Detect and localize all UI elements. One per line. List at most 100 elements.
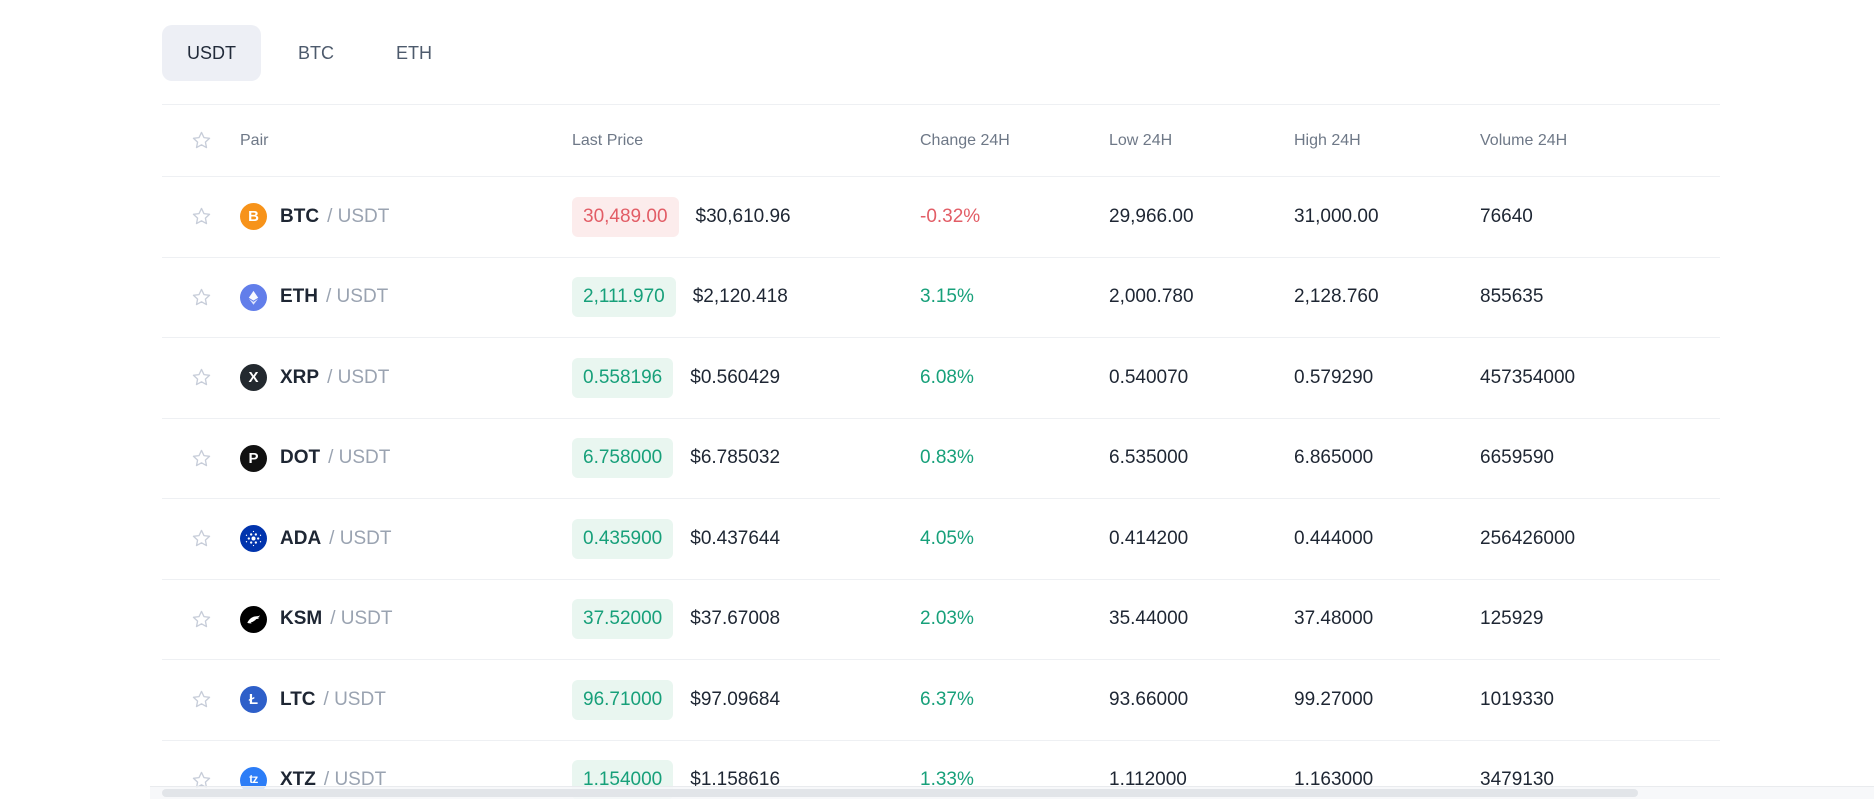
- row-dot-usdt[interactable]: P DOT / USDT 6.758000 $6.785032 0.83% 6.…: [162, 419, 1720, 499]
- favorites-column-header: [162, 129, 240, 152]
- low-24h-cell: 6.535000: [1109, 447, 1189, 469]
- pair-cell: ADA / USDT: [240, 525, 572, 553]
- dot-icon: P: [240, 444, 267, 472]
- last-price-cell: 30,489.00 $30,610.96: [572, 196, 920, 237]
- column-header-high-24h: High 24H: [1294, 131, 1361, 149]
- last-price-badge: 96.71000: [572, 679, 674, 720]
- last-price-cell: 0.558196 $0.560429: [572, 357, 920, 398]
- high-24h-cell: 31,000.00: [1294, 205, 1379, 227]
- pair-cell: B BTC / USDT: [240, 203, 572, 231]
- market-pairs-table: Pair Last Price Change 24H Low 24H High …: [162, 104, 1720, 799]
- low-24h-cell: 0.414200: [1109, 527, 1189, 549]
- ada-icon: [240, 525, 267, 553]
- base-symbol: BTC: [280, 205, 320, 227]
- star-icon: [192, 449, 210, 467]
- last-price-badge: 2,111.970: [572, 277, 676, 318]
- table-header-row: Pair Last Price Change 24H Low 24H High …: [162, 105, 1720, 177]
- base-symbol: ADA: [280, 527, 322, 549]
- quote-symbol: / USDT: [326, 286, 389, 308]
- last-price-cell: 0.435900 $0.437644: [572, 518, 920, 559]
- favorite-star-button[interactable]: [186, 201, 217, 232]
- row-eth-usdt[interactable]: ETH / USDT 2,111.970 $2,120.418 3.15% 2,…: [162, 258, 1720, 338]
- high-24h-cell: 6.865000: [1294, 447, 1374, 469]
- row-xtz-usdt[interactable]: tz XTZ / USDT 1.154000 $1.158616 1.33% 1…: [162, 741, 1720, 799]
- base-symbol: XTZ: [280, 769, 316, 791]
- pair-cell: ETH / USDT: [240, 283, 572, 311]
- usd-price: $30,610.96: [695, 205, 791, 227]
- change-24h-cell: 6.37%: [920, 688, 974, 710]
- favorite-cell: [162, 201, 240, 232]
- horizontal-scrollbar-thumb[interactable]: [162, 789, 1638, 797]
- markets-panel: USDT BTC ETH Pair Last Price Change 24H Lo…: [162, 0, 1720, 799]
- favorite-cell: [162, 523, 240, 554]
- tab-btc[interactable]: BTC: [273, 25, 359, 81]
- star-icon: [192, 691, 210, 708]
- usd-price: $2,120.418: [692, 286, 788, 308]
- star-icon: [192, 288, 210, 306]
- quote-symbol: / USDT: [328, 447, 391, 469]
- change-24h-cell: 2.03%: [920, 608, 974, 630]
- quote-symbol: / USDT: [323, 769, 387, 791]
- table-body: B BTC / USDT 30,489.00 $30,610.96 -0.32%…: [162, 177, 1720, 799]
- star-icon: [192, 369, 210, 386]
- favorite-star-button[interactable]: [186, 523, 217, 554]
- row-xrp-usdt[interactable]: X XRP / USDT 0.558196 $0.560429 6.08% 0.…: [162, 338, 1720, 419]
- quote-currency-tabs: USDT BTC ETH: [162, 0, 1720, 104]
- favorite-cell: [162, 684, 240, 715]
- quote-symbol: / USDT: [327, 205, 390, 227]
- row-ksm-usdt[interactable]: KSM / USDT 37.52000 $37.67008 2.03% 35.4…: [162, 580, 1720, 660]
- last-price-cell: 2,111.970 $2,120.418: [572, 277, 920, 318]
- row-btc-usdt[interactable]: B BTC / USDT 30,489.00 $30,610.96 -0.32%…: [162, 177, 1720, 258]
- last-price-badge: 37.52000: [572, 599, 674, 640]
- favorite-cell: [162, 765, 240, 796]
- low-24h-cell: 93.66000: [1109, 688, 1189, 710]
- volume-24h-cell: 855635: [1480, 286, 1544, 308]
- favorite-cell: [162, 604, 240, 635]
- column-header-change-24h: Change 24H: [920, 131, 1010, 149]
- volume-24h-cell: 1019330: [1480, 688, 1554, 710]
- quote-symbol: / USDT: [323, 688, 386, 710]
- high-24h-cell: 1.163000: [1294, 769, 1374, 791]
- change-24h-cell: 0.83%: [920, 447, 974, 469]
- quote-symbol: / USDT: [329, 527, 392, 549]
- usd-price: $0.437644: [690, 527, 781, 549]
- favorite-star-button[interactable]: [186, 282, 217, 313]
- volume-24h-cell: 6659590: [1480, 447, 1554, 469]
- volume-24h-cell: 125929: [1480, 608, 1544, 630]
- favorite-star-button[interactable]: [186, 362, 217, 393]
- favorite-star-button[interactable]: [186, 604, 217, 635]
- volume-24h-cell: 76640: [1480, 205, 1533, 227]
- base-symbol: LTC: [280, 688, 316, 710]
- btc-icon: B: [240, 203, 267, 231]
- last-price-cell: 6.758000 $6.785032: [572, 438, 920, 479]
- row-ltc-usdt[interactable]: Ł LTC / USDT 96.71000 $97.09684 6.37% 93…: [162, 660, 1720, 741]
- base-symbol: XRP: [280, 366, 320, 388]
- low-24h-cell: 29,966.00: [1109, 205, 1194, 227]
- tab-usdt[interactable]: USDT: [162, 25, 261, 81]
- volume-24h-cell: 256426000: [1480, 527, 1576, 549]
- quote-symbol: / USDT: [327, 366, 390, 388]
- quote-symbol: / USDT: [330, 608, 393, 630]
- low-24h-cell: 0.540070: [1109, 366, 1189, 388]
- column-header-volume-24h: Volume 24H: [1480, 131, 1568, 149]
- high-24h-cell: 0.444000: [1294, 527, 1374, 549]
- usd-price: $97.09684: [690, 688, 781, 710]
- low-24h-cell: 1.112000: [1109, 769, 1187, 791]
- change-24h-cell: 6.08%: [920, 366, 974, 388]
- row-ada-usdt[interactable]: ADA / USDT 0.435900 $0.437644 4.05% 0.41…: [162, 499, 1720, 580]
- favorite-star-button[interactable]: [186, 443, 217, 474]
- favorite-cell: [162, 443, 240, 474]
- high-24h-cell: 99.27000: [1294, 688, 1374, 710]
- last-price-cell: 37.52000 $37.67008: [572, 599, 920, 640]
- change-24h-cell: 4.05%: [920, 527, 974, 549]
- xrp-icon: X: [240, 364, 267, 392]
- star-icon: [192, 530, 210, 547]
- favorite-cell: [162, 282, 240, 313]
- star-icon: [192, 771, 210, 789]
- ltc-icon: Ł: [240, 686, 267, 714]
- change-24h-cell: 1.33%: [920, 769, 974, 791]
- tab-eth[interactable]: ETH: [371, 25, 457, 81]
- usd-price: $37.67008: [690, 608, 781, 630]
- favorite-star-button[interactable]: [186, 765, 217, 796]
- favorite-star-button[interactable]: [186, 684, 217, 715]
